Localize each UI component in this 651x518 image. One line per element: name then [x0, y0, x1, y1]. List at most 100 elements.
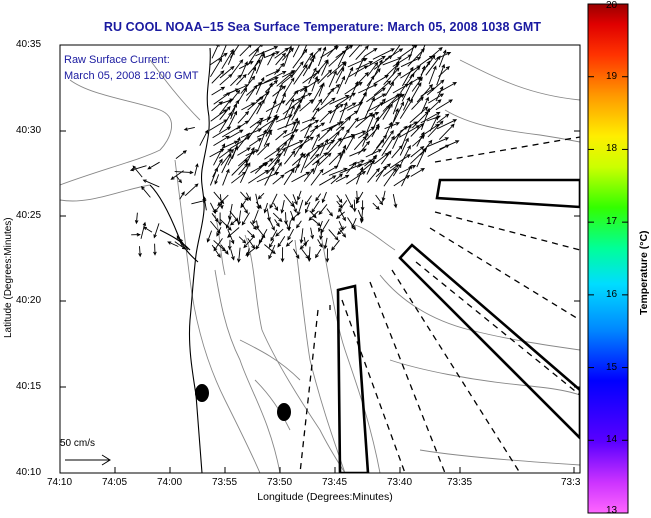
current-vector [426, 137, 450, 148]
current-vector [283, 97, 295, 120]
current-vector [270, 229, 278, 242]
current-vector [297, 199, 304, 216]
current-vector [231, 59, 244, 75]
longitude-tick-label: 73:35 [447, 477, 473, 488]
colorbar [587, 3, 629, 514]
current-vector [243, 235, 256, 249]
current-vector [330, 103, 344, 114]
current-vector [293, 64, 308, 85]
current-time-label: March 05, 2008 12:00 GMT [64, 70, 199, 82]
current-vector [211, 101, 223, 112]
current-vector [285, 240, 294, 247]
current-vector [411, 76, 423, 92]
current-vector [275, 52, 286, 66]
current-vector [245, 247, 256, 256]
current-vector [263, 130, 272, 147]
current-vector [240, 202, 248, 214]
current-vector [281, 74, 294, 85]
current-vector [389, 154, 411, 169]
current-vector [416, 84, 433, 103]
current-vector [292, 201, 297, 214]
current-vector [399, 98, 413, 119]
current-vector [303, 122, 312, 139]
current-vector [346, 170, 367, 185]
current-vector [284, 150, 296, 165]
current-vector [391, 145, 403, 159]
colorbar-tick-label: 18 [606, 143, 618, 155]
current-vector [277, 236, 286, 248]
current-vector [265, 79, 278, 93]
current-vector [372, 48, 395, 60]
current-vector [249, 117, 264, 129]
current-vector [335, 66, 345, 84]
current-vector [275, 141, 288, 157]
current-vector [392, 194, 398, 209]
current-vector [245, 192, 251, 202]
current-vector [355, 190, 360, 202]
current-vector [293, 94, 305, 115]
current-vector [275, 114, 293, 123]
current-vector [355, 112, 374, 128]
current-vector [264, 166, 275, 186]
current-vector [255, 235, 265, 250]
current-vector [321, 191, 327, 204]
current-vector [293, 248, 300, 260]
current-vector [236, 120, 250, 130]
current-vector [382, 57, 402, 66]
current-vector [268, 244, 276, 260]
current-vector [265, 100, 286, 112]
current-vector [229, 89, 241, 103]
current-vector [420, 96, 429, 114]
current-vector [285, 104, 295, 128]
current-vector [380, 150, 392, 165]
current-vector [348, 65, 369, 77]
current-vector [355, 166, 364, 185]
current-vector [241, 212, 250, 226]
current-vector [381, 135, 395, 157]
current-vector [400, 144, 411, 164]
current-vector [183, 126, 195, 131]
current-vector [320, 219, 330, 234]
current-vector [425, 55, 441, 76]
current-vector [291, 117, 299, 132]
colorbar-tick-label: 19 [606, 70, 618, 82]
current-vector [263, 202, 268, 214]
current-vector [409, 66, 421, 79]
current-vector [338, 221, 344, 231]
current-vector [347, 217, 356, 231]
current-vector [319, 109, 333, 123]
current-vector [268, 239, 275, 249]
current-vector [237, 87, 248, 103]
current-vector [401, 123, 412, 147]
current-vector [392, 92, 402, 115]
current-vector [265, 116, 277, 137]
current-vector [227, 50, 235, 65]
current-vector [132, 165, 143, 178]
current-vector [360, 200, 365, 212]
current-vector [329, 103, 339, 124]
current-vector [276, 92, 286, 114]
current-vector [398, 125, 421, 138]
longitude-tick-label: 73:55 [212, 477, 238, 488]
current-vector [303, 167, 315, 182]
current-vector [225, 217, 232, 229]
current-vector [399, 137, 409, 156]
current-vector [293, 92, 313, 102]
current-vector [344, 110, 359, 121]
current-vector [401, 164, 412, 187]
current-vector [272, 212, 283, 223]
current-vector [194, 163, 199, 176]
current-vector [285, 89, 299, 106]
current-vector [209, 167, 218, 186]
current-vector [345, 134, 355, 151]
current-vector [349, 148, 367, 157]
latitude-tick-label: 40:35 [16, 39, 42, 50]
current-vector [312, 98, 323, 113]
current-vector [382, 93, 400, 112]
current-vector [138, 246, 142, 258]
current-vector [240, 61, 248, 77]
current-vector [222, 140, 239, 149]
current-vector [179, 191, 185, 200]
current-vector [206, 230, 213, 243]
current-vector [292, 194, 298, 206]
